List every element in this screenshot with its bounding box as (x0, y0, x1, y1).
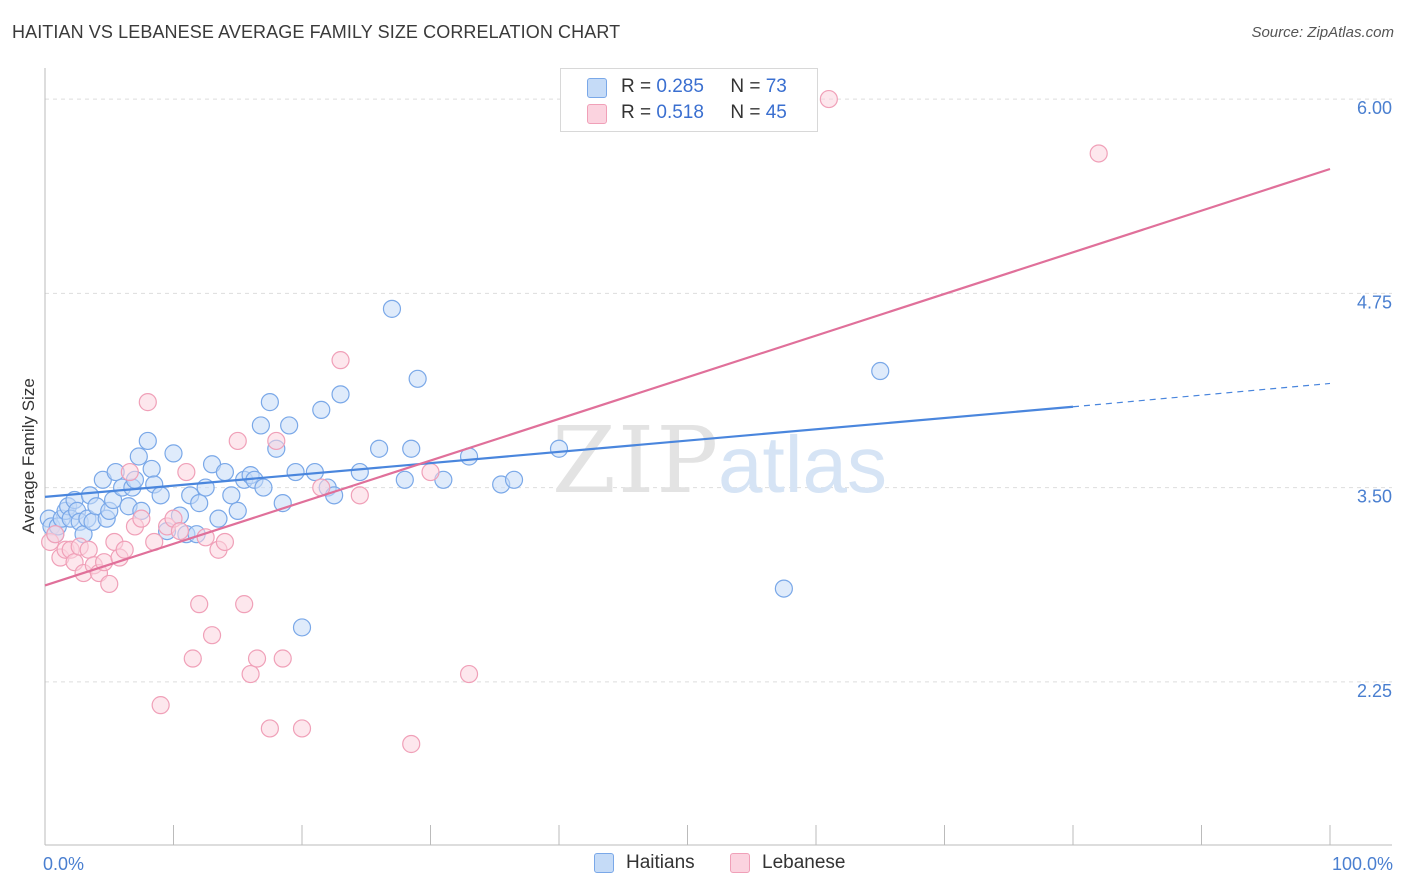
data-point (402, 734, 421, 754)
series-lebanese (41, 89, 1108, 754)
watermark: ZIP atlas (552, 407, 887, 514)
data-point (1089, 144, 1108, 163)
data-point (549, 439, 569, 458)
data-point (190, 494, 209, 513)
y-tick-label: 3.50 (1357, 487, 1392, 507)
y-axis-label: Average Family Size (19, 378, 38, 534)
data-point (215, 532, 234, 552)
data-point (79, 540, 98, 559)
data-point (350, 462, 369, 482)
data-point (151, 486, 170, 505)
x-tick-label: 0.0% (43, 854, 84, 874)
y-tick-label: 6.00 (1357, 98, 1392, 118)
trend-layer (44, 167, 1331, 587)
data-point (46, 525, 65, 544)
chart-title: HAITIAN VS LEBANESE AVERAGE FAMILY SIZE … (12, 22, 621, 42)
data-point (164, 444, 183, 463)
data-point (459, 664, 479, 684)
data-point (312, 400, 331, 419)
chart-source: Source: ZipAtlas.com (1251, 24, 1394, 41)
data-point (402, 439, 421, 458)
data-point (251, 416, 270, 435)
points-layer (39, 89, 1108, 754)
data-point (190, 595, 209, 614)
bottom-legend-label: Haitians (626, 852, 695, 873)
data-point (273, 649, 292, 668)
data-point (819, 89, 838, 109)
legend-swatch-lebanese (587, 104, 607, 124)
y-tick-label: 2.25 (1357, 681, 1392, 701)
data-point (421, 462, 440, 482)
y-tick-label: 4.75 (1357, 292, 1392, 312)
x-tick-label: 100.0% (1332, 854, 1393, 874)
data-point (241, 664, 260, 684)
data-point (331, 351, 350, 370)
data-point (292, 618, 312, 637)
data-point (151, 696, 170, 715)
legend-r-value: 0.518 (656, 102, 704, 123)
data-point (115, 540, 134, 559)
data-point (774, 579, 793, 598)
data-point (228, 431, 247, 451)
stats-legend: R = 0.285 N = 73 R = 0.518 N = 45 (560, 68, 818, 132)
data-point (254, 478, 273, 497)
data-point (183, 649, 202, 668)
data-point (286, 462, 305, 482)
legend-swatch-haitians (587, 78, 607, 98)
bottom-legend-swatch-haitians (594, 853, 614, 873)
data-point (170, 521, 190, 541)
trend-extension-haitians (1072, 382, 1331, 408)
data-point (222, 486, 241, 505)
data-point (267, 431, 286, 451)
data-point (408, 369, 427, 388)
data-point (138, 393, 157, 412)
watermark-zip: ZIP (552, 407, 720, 514)
legend-r-label: R = (621, 76, 652, 97)
data-point (132, 509, 151, 528)
legend-r-value: 0.285 (656, 76, 704, 97)
data-point (100, 574, 119, 594)
data-point (177, 462, 196, 482)
data-point (504, 470, 524, 489)
data-point (260, 719, 279, 738)
data-point (292, 719, 312, 738)
data-point (228, 501, 247, 520)
labels-layer: 2.25 3.50 4.75 6.00 0.0% 100.0% Average Family… (19, 98, 1393, 874)
data-point (138, 431, 157, 451)
data-point (280, 416, 299, 435)
data-point (382, 299, 402, 318)
axis-layer (44, 68, 1392, 846)
data-point (215, 462, 234, 482)
data-point (395, 470, 414, 489)
data-point (129, 447, 148, 466)
data-point (202, 626, 222, 645)
data-point (260, 393, 279, 412)
trend-line-haitians (44, 405, 1074, 498)
data-point (871, 361, 890, 381)
legend-n-label: N = (730, 102, 761, 123)
data-point (370, 439, 389, 458)
grid-layer (45, 98, 1392, 683)
bottom-legend-swatch-lebanese (730, 853, 750, 873)
legend-r-label: R = (621, 102, 652, 123)
data-point (235, 595, 254, 614)
trend-line-lebanese (44, 167, 1331, 587)
legend-n-label: N = (730, 76, 761, 97)
data-point (142, 459, 161, 479)
data-point (209, 509, 228, 528)
watermark-atlas: atlas (718, 420, 887, 509)
data-point (350, 486, 369, 505)
legend-n-value: 45 (765, 102, 787, 123)
data-point (120, 462, 139, 482)
data-point (247, 649, 267, 668)
legend-n-value: 73 (765, 76, 787, 97)
data-point (331, 385, 350, 404)
bottom-legend-label: Lebanese (762, 852, 846, 873)
